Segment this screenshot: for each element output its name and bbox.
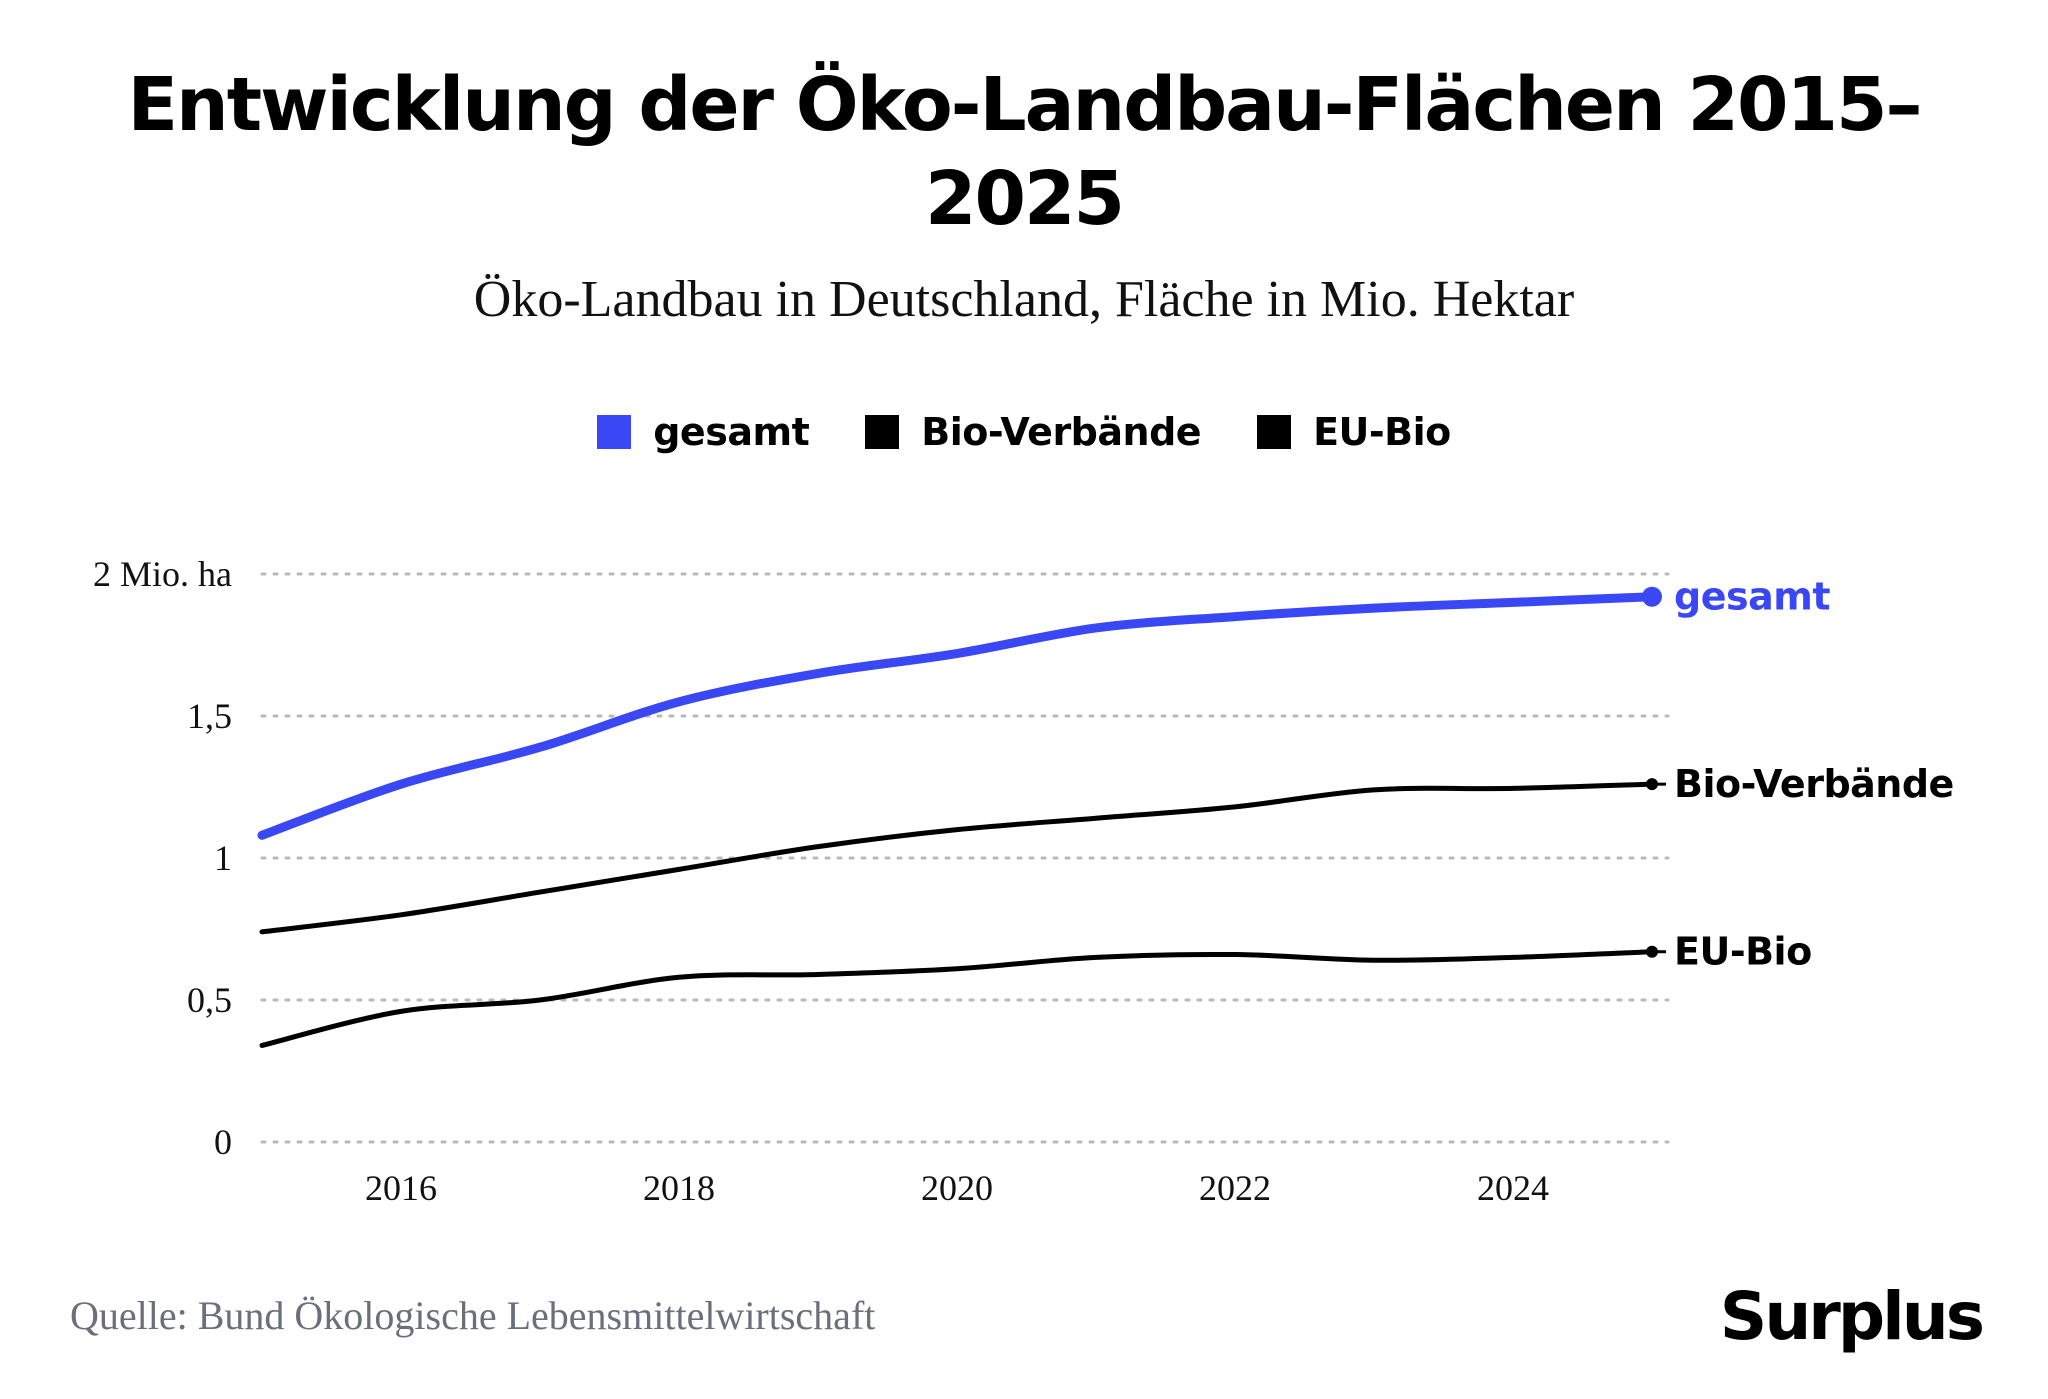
- legend-item-gesamt: gesamt: [597, 410, 810, 454]
- legend-label-bio-verbaende: Bio-Verbände: [921, 410, 1202, 454]
- chart-legend: gesamt Bio-Verbände EU-Bio: [0, 410, 2048, 454]
- x-tick-label: 2024: [1477, 1168, 1549, 1208]
- end-marker-eu-bio: [1646, 945, 1658, 958]
- y-tick-label: 0: [214, 1122, 232, 1162]
- legend-swatch-eu-bio: [1257, 415, 1292, 449]
- series-line-bio-verbaende: [259, 781, 1655, 935]
- y-tick-label: 1,5: [187, 696, 232, 736]
- x-tick-label: 2016: [365, 1168, 437, 1208]
- y-tick-label: 2 Mio. ha: [93, 554, 232, 594]
- legend-swatch-bio-verbaende: [865, 415, 900, 449]
- x-tick-label: 2020: [921, 1168, 993, 1208]
- y-tick-label: 1: [214, 838, 232, 878]
- chart-title: Entwicklung der Öko-Landbau-Flächen 2015…: [127, 62, 1922, 242]
- y-tick-label: 0,5: [187, 980, 232, 1020]
- end-label-gesamt: gesamt: [1674, 575, 1830, 619]
- legend-label-gesamt: gesamt: [653, 410, 810, 454]
- surplus-logo: Surplus: [1719, 1278, 1985, 1355]
- legend-swatch-gesamt: [597, 415, 632, 449]
- end-marker-bio-verbaende: [1646, 778, 1658, 791]
- line-chart: 0 0,5 1 1,5 2 Mio. ha 2016 2018 2020 2022 2024 ges…: [93, 554, 1954, 1208]
- legend-item-eu-bio: EU-Bio: [1257, 410, 1451, 454]
- series-line-eu-bio: [259, 949, 1655, 1048]
- source-note: Quelle: Bund Ökologische Lebensmittelwir…: [70, 1293, 876, 1338]
- end-label-eu-bio: EU-Bio: [1674, 930, 1812, 974]
- end-label-bio-verbaende: Bio-Verbände: [1674, 762, 1954, 806]
- chart-subtitle: Öko-Landbau in Deutschland, Fläche in Mi…: [473, 271, 1575, 328]
- end-marker-gesamt: [1642, 586, 1662, 607]
- x-tick-label: 2022: [1199, 1168, 1271, 1208]
- x-tick-label: 2018: [643, 1168, 715, 1208]
- legend-item-bio-verbaende: Bio-Verbände: [865, 410, 1202, 454]
- legend-label-eu-bio: EU-Bio: [1313, 410, 1451, 454]
- series-line-gesamt: [257, 592, 1657, 840]
